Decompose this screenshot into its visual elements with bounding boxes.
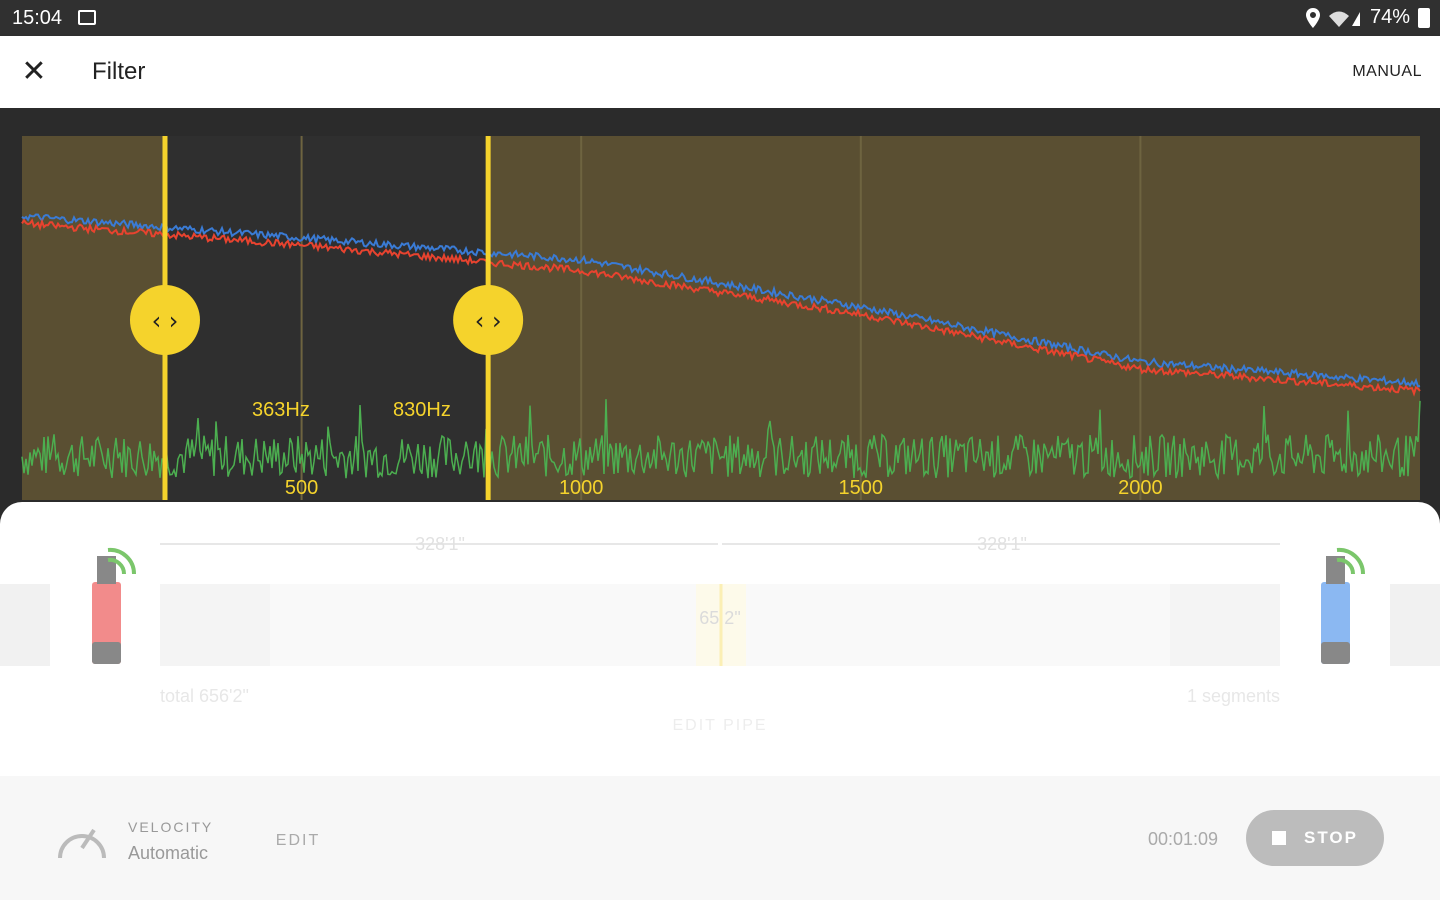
stop-label: STOP — [1304, 828, 1358, 847]
velocity-value: Automatic — [128, 843, 209, 863]
wifi-signal-icon — [1328, 11, 1360, 27]
stop-button[interactable]: STOP — [1246, 810, 1384, 866]
segments-label: 1 segments — [1187, 686, 1280, 706]
spectrum-curves — [21, 213, 1421, 397]
app-bar: ✕ Filter MANUAL — [0, 36, 1440, 108]
total-length-label: total 656'2" — [160, 686, 249, 706]
pipe-left-stub — [0, 584, 50, 666]
blue-series-line — [21, 213, 1421, 388]
status-time: 15:04 — [12, 7, 63, 29]
high-cutoff-handle[interactable]: ‹ › — [453, 285, 524, 355]
velocity-label: VELOCITY — [128, 819, 214, 835]
bottom-bar — [0, 776, 1440, 900]
close-icon[interactable]: ✕ — [21, 55, 47, 88]
x-tick-label: 1000 — [559, 477, 604, 499]
x-tick-label: 2000 — [1118, 477, 1163, 499]
battery-percent: 74% — [1369, 6, 1410, 28]
edit-pipe-button[interactable]: EDIT PIPE — [672, 717, 767, 734]
pipe-diagram: 328'1" 328'1" 65 2" total 656'2" 1 segme… — [0, 534, 1440, 734]
low-cutoff-label: 363Hz — [252, 399, 310, 421]
noise-line — [21, 399, 1421, 481]
battery-icon — [1418, 7, 1430, 28]
edit-velocity-button[interactable]: EDIT — [275, 832, 321, 849]
noise-series — [21, 399, 1421, 481]
left-sensor-icon — [92, 547, 137, 664]
drag-arrows-icon: ‹ › — [475, 307, 502, 335]
x-tick-labels: 500 1000 1500 2000 — [285, 477, 1163, 499]
elapsed-time: 00:01:09 — [1148, 829, 1219, 849]
speedometer-icon — [58, 828, 106, 859]
manual-button[interactable]: MANUAL — [1352, 63, 1422, 80]
pipe-body — [160, 584, 1280, 666]
drag-arrows-icon: ‹ › — [152, 307, 179, 335]
grid-lines — [300, 136, 1142, 500]
status-bar: 15:04 74% — [0, 0, 1440, 36]
stop-icon — [1272, 831, 1286, 845]
right-span-label: 328'1" — [977, 534, 1027, 554]
leak-marker — [696, 584, 746, 666]
red-series-line — [21, 218, 1421, 397]
x-tick-label: 500 — [285, 477, 318, 499]
leak-position-label: 65 2" — [699, 608, 740, 628]
status-icons: 74% — [1305, 6, 1430, 29]
low-cutoff-handle[interactable]: ‹ › — [129, 285, 200, 355]
filter-passband — [164, 136, 489, 500]
spectrum-svg: 500 1000 1500 2000 ‹ › ‹ › 363Hz 830Hz — [21, 136, 1421, 500]
left-span-label: 328'1" — [415, 534, 465, 554]
x-tick-label: 1500 — [839, 477, 884, 499]
page-title: Filter — [92, 58, 146, 85]
right-sensor-icon — [1321, 547, 1366, 664]
pipe-right-hatch — [1170, 584, 1280, 666]
image-notification-icon — [78, 10, 96, 25]
spectrum-chart: 500 1000 1500 2000 ‹ › ‹ › 363Hz 830Hz — [0, 108, 1440, 508]
pipe-right-stub — [1390, 584, 1440, 666]
high-cutoff-label: 830Hz — [393, 399, 451, 421]
pipe-left-hatch — [160, 584, 270, 666]
location-icon — [1305, 7, 1320, 28]
